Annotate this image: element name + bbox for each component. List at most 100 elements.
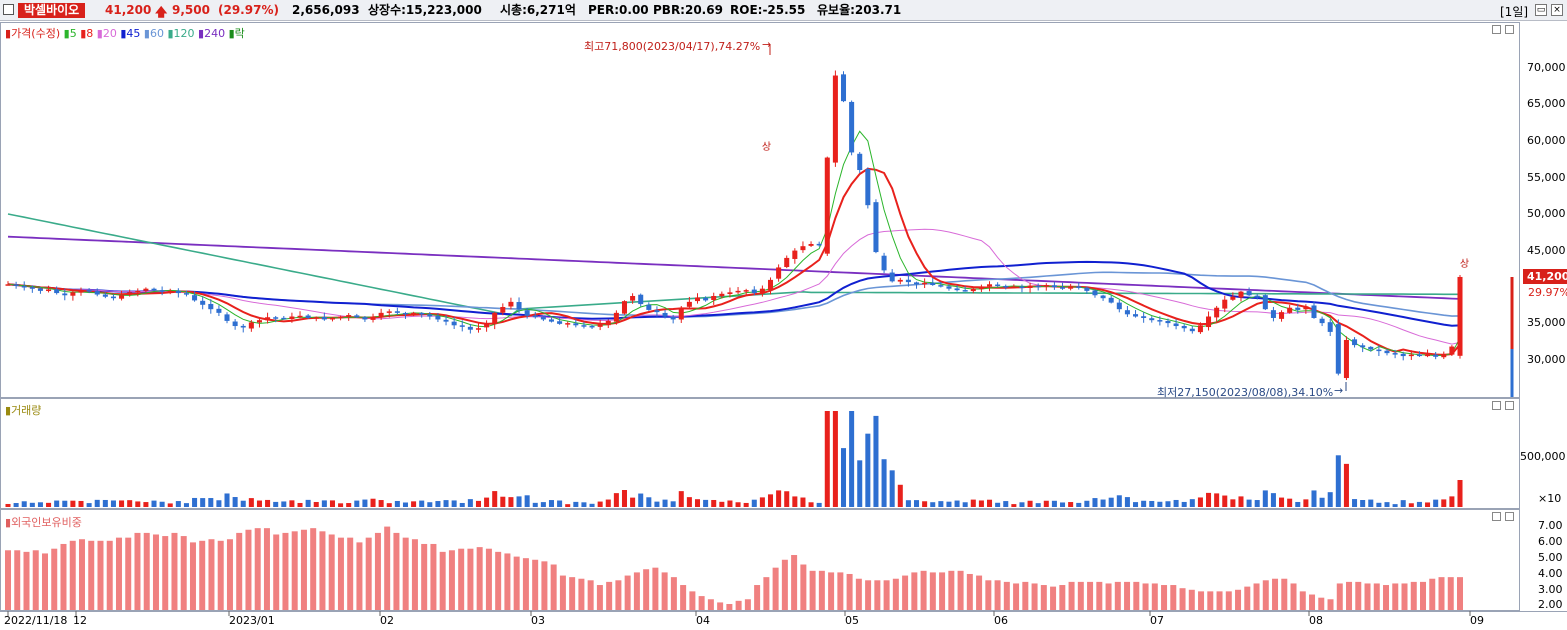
- volume-bar: [1011, 504, 1017, 507]
- foreign-ytick: 6.00: [1538, 535, 1563, 548]
- foreign-ytick: 7.00: [1538, 519, 1563, 532]
- stock-name[interactable]: 박셀바이오: [18, 3, 86, 18]
- price-panel-max-button[interactable]: [1492, 25, 1501, 34]
- volume-legend-label: 거래량: [11, 404, 42, 417]
- volume-bar: [678, 491, 684, 507]
- foreign-holding-bar: [402, 537, 409, 610]
- price-candle: [386, 311, 392, 313]
- price-candle: [1392, 353, 1398, 355]
- volume-panel-close-button[interactable]: [1505, 401, 1514, 410]
- price-candle: [962, 290, 968, 292]
- price-candle: [70, 292, 76, 296]
- foreign-holding-bar: [1392, 583, 1399, 610]
- volume-bar: [394, 500, 400, 507]
- volume-bar: [329, 500, 335, 507]
- price-candle: [654, 310, 660, 313]
- volume-bar: [451, 500, 457, 507]
- price-candle: [1124, 310, 1130, 315]
- volume-bar: [62, 500, 68, 507]
- volume-bar: [1246, 499, 1252, 507]
- foreign-panel-close-button[interactable]: [1505, 512, 1514, 521]
- volume-bar: [800, 497, 806, 507]
- price-candle: [832, 75, 838, 163]
- volume-bar: [646, 497, 652, 507]
- volume-bar: [1319, 497, 1325, 507]
- price-candle: [1262, 295, 1268, 310]
- price-candle: [402, 312, 408, 315]
- volume-bar: [970, 499, 976, 507]
- price-candle: [735, 290, 741, 293]
- volume-bar: [492, 491, 498, 507]
- price-candle: [1408, 354, 1414, 357]
- foreign-holding-bar: [1438, 577, 1445, 610]
- price-candle: [970, 288, 976, 292]
- price-candle: [646, 304, 652, 310]
- volume-bar: [686, 497, 692, 507]
- foreign-holding-bar: [32, 550, 39, 610]
- foreign-holding-bar: [615, 580, 622, 610]
- price-candle: [1441, 353, 1447, 358]
- period-selector[interactable]: [1일]: [1500, 5, 1529, 19]
- price-candle: [321, 316, 327, 320]
- price-candle: [1287, 307, 1293, 313]
- volume-bar: [1214, 493, 1220, 507]
- foreign-holding-bar: [1290, 583, 1297, 610]
- price-candle: [119, 295, 125, 299]
- foreign-holding-bar: [874, 580, 881, 610]
- foreign-holding-bar: [171, 532, 178, 610]
- ma5-legend: 5: [69, 27, 77, 40]
- close-icon[interactable]: ×: [1551, 4, 1563, 16]
- foreign-holding-bar: [1170, 585, 1177, 610]
- foreign-holding-bar: [1420, 581, 1427, 610]
- price-candle: [1214, 307, 1220, 318]
- price-candle: [102, 294, 108, 297]
- foreign-holding-bar: [1253, 583, 1260, 610]
- volume-bar: [370, 498, 376, 507]
- foreign-holding-bar: [1457, 577, 1463, 610]
- price-candle: [378, 312, 384, 318]
- price-candle: [411, 312, 417, 315]
- volume-bar: [386, 503, 392, 507]
- price-panel-close-button[interactable]: [1505, 25, 1514, 34]
- volume-bar: [987, 499, 993, 507]
- foreign-holding-bar: [189, 542, 196, 610]
- volume-bar: [897, 484, 903, 507]
- volume-bar: [46, 502, 52, 507]
- price-candle: [800, 246, 806, 251]
- volume-bar: [248, 498, 254, 507]
- foreign-panel-max-button[interactable]: [1492, 512, 1501, 521]
- select-checkbox[interactable]: [3, 4, 14, 15]
- price-candle: [1076, 286, 1082, 288]
- price-candle: [1457, 276, 1463, 356]
- price-candle: [208, 303, 214, 310]
- foreign-holding-bar: [1318, 597, 1325, 610]
- price-candle: [1222, 299, 1228, 309]
- foreign-holding-bar: [1244, 586, 1251, 610]
- volume-bar: [281, 501, 287, 507]
- foreign-holding-bar: [236, 532, 243, 610]
- volume-bar: [338, 503, 344, 507]
- foreign-holding-bar: [319, 531, 326, 610]
- volume-bar: [857, 460, 863, 507]
- volume-ytick: 500,000: [1520, 450, 1566, 463]
- volume-panel-max-button[interactable]: [1492, 401, 1501, 410]
- price-candle: [54, 289, 60, 294]
- price-candle: [743, 290, 749, 292]
- price-candle: [1343, 339, 1349, 379]
- volume-bar: [711, 499, 717, 507]
- foreign-ytick: 4.00: [1538, 567, 1563, 580]
- foreign-holding-bar: [1235, 589, 1242, 610]
- foreign-holding-bar: [587, 580, 594, 610]
- price-candle: [784, 257, 790, 268]
- volume-bar: [127, 500, 133, 507]
- foreign-holding-bar: [541, 561, 548, 610]
- volume-bar: [1141, 500, 1147, 507]
- foreign-holding-bar: [800, 564, 807, 610]
- foreign-legend: ▮외국인보유비중: [5, 516, 82, 529]
- volume-bar: [208, 498, 214, 507]
- maximize-icon[interactable]: ▭: [1535, 4, 1547, 16]
- volume-bar: [411, 501, 417, 507]
- price-candle: [1319, 318, 1325, 324]
- price-candle: [338, 316, 344, 319]
